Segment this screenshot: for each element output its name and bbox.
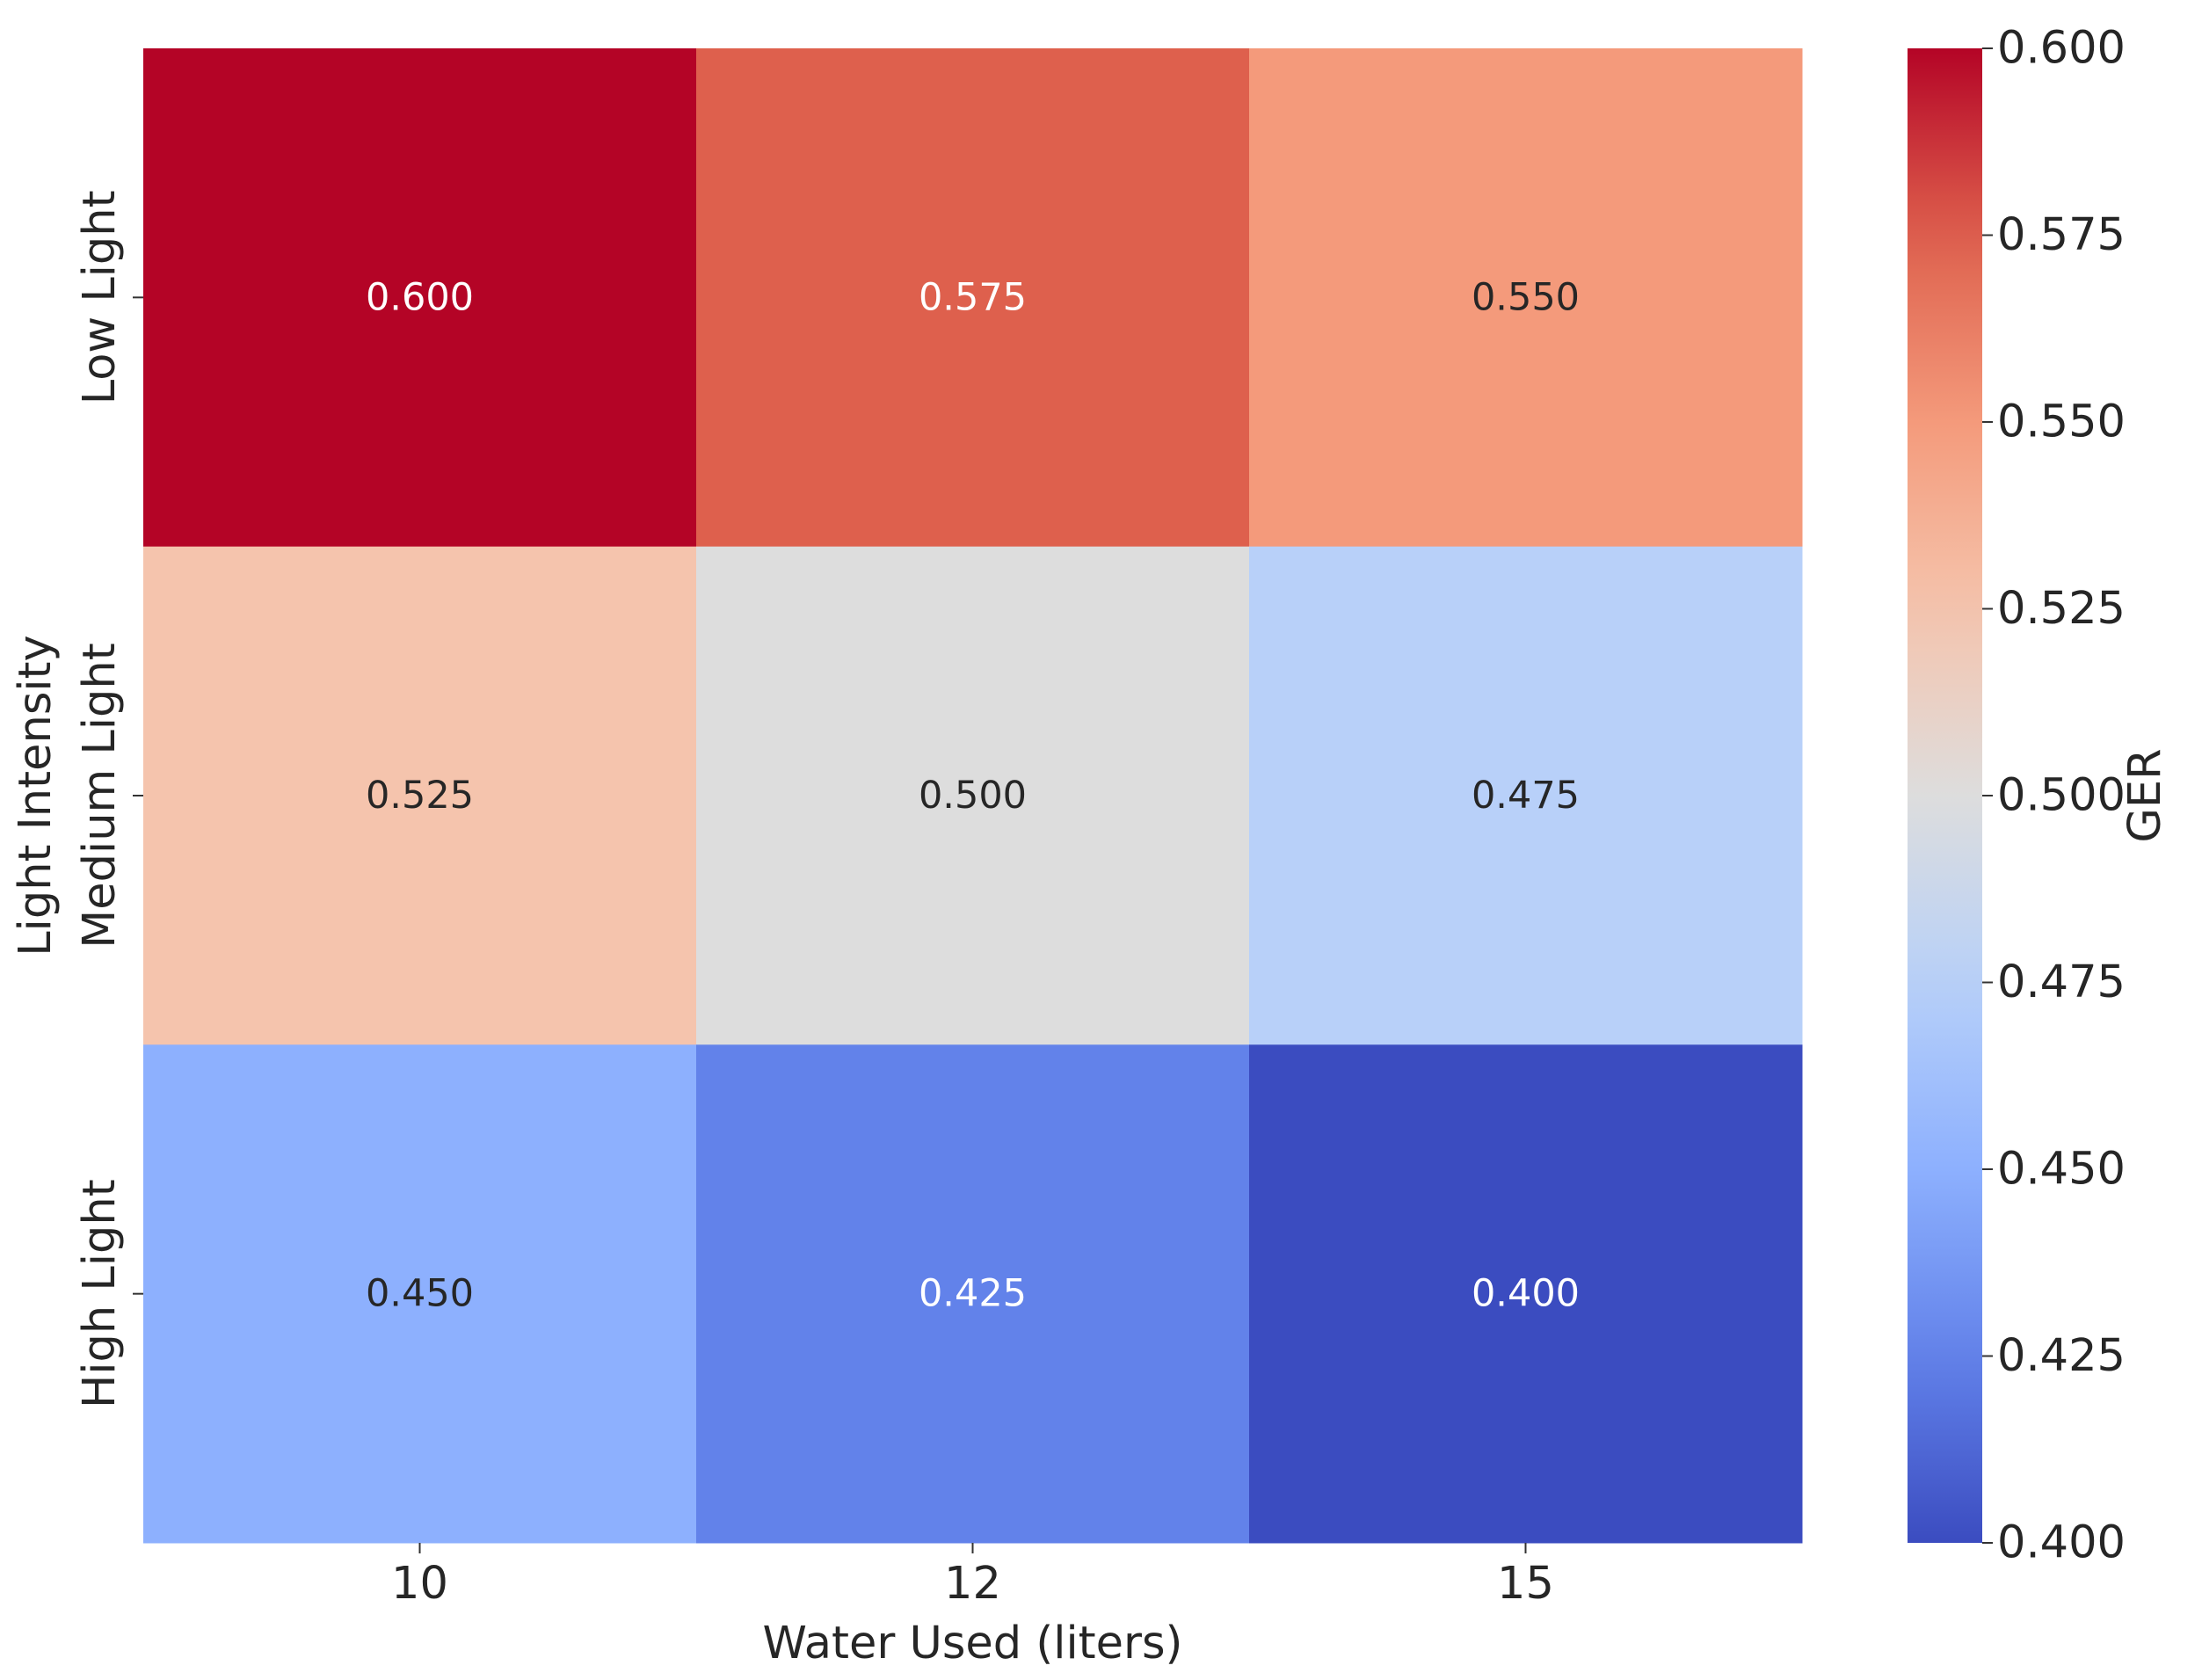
colorbar-tick-label: 0.450	[1997, 1144, 2126, 1196]
y-axis-label: Light Intensity	[10, 635, 62, 956]
cell-value-label: 0.400	[1472, 1272, 1580, 1316]
cell-value-label: 0.500	[919, 774, 1027, 818]
x-axis: 10 12 15	[391, 1543, 1554, 1610]
cell-value-label: 0.600	[366, 275, 474, 319]
heatmap-cell	[1249, 48, 1803, 548]
colorbar-tick-label: 0.500	[1997, 770, 2126, 822]
cell-value-label: 0.450	[366, 1272, 474, 1316]
colorbar-label: GER	[2119, 748, 2171, 842]
x-tick-label: 12	[944, 1558, 1001, 1610]
heatmap-cell	[1249, 546, 1803, 1045]
colorbar-tick-label: 0.400	[1997, 1517, 2126, 1569]
x-tick-label: 10	[391, 1558, 448, 1610]
heatmap-cell	[696, 48, 1250, 548]
cell-value-label: 0.575	[919, 275, 1027, 319]
heatmap-cell	[696, 1044, 1250, 1544]
x-axis-label: Water Used (liters)	[763, 1618, 1183, 1669]
colorbar-tick-label: 0.600	[1997, 23, 2126, 75]
colorbar-tick-label: 0.475	[1997, 956, 2126, 1008]
cell-value-label: 0.525	[366, 774, 474, 818]
cell-value-label: 0.425	[919, 1272, 1027, 1316]
heatmap-cell-labels: 0.600 0.575 0.550 0.525 0.500 0.475 0.450 0.425…	[366, 275, 1580, 1315]
x-tick-label: 15	[1497, 1558, 1554, 1610]
heatmap-cell	[143, 48, 697, 548]
heatmap-cells	[143, 48, 1803, 1544]
colorbar-gradient	[1908, 48, 1982, 1543]
cell-value-label: 0.475	[1472, 774, 1580, 818]
cell-value-label: 0.550	[1472, 275, 1580, 319]
colorbar: 0.400 0.425 0.450 0.475 0.500 0.525 0.550 0.575…	[1908, 23, 2126, 1569]
colorbar-tick-label: 0.550	[1997, 396, 2126, 448]
y-axis: Low Light Medium Light High Light	[74, 190, 143, 1408]
colorbar-tick-label: 0.575	[1997, 209, 2126, 261]
y-tick-label: Medium Light	[74, 643, 126, 948]
colorbar-tick-label: 0.525	[1997, 583, 2126, 635]
heatmap-cell	[696, 546, 1250, 1045]
y-tick-label: Low Light	[74, 190, 126, 404]
colorbar-tick-label: 0.425	[1997, 1330, 2126, 1382]
heatmap-cell	[1249, 1044, 1803, 1544]
heatmap-cell	[143, 546, 697, 1045]
y-tick-label: High Light	[74, 1179, 126, 1408]
heatmap-cell	[143, 1044, 697, 1544]
